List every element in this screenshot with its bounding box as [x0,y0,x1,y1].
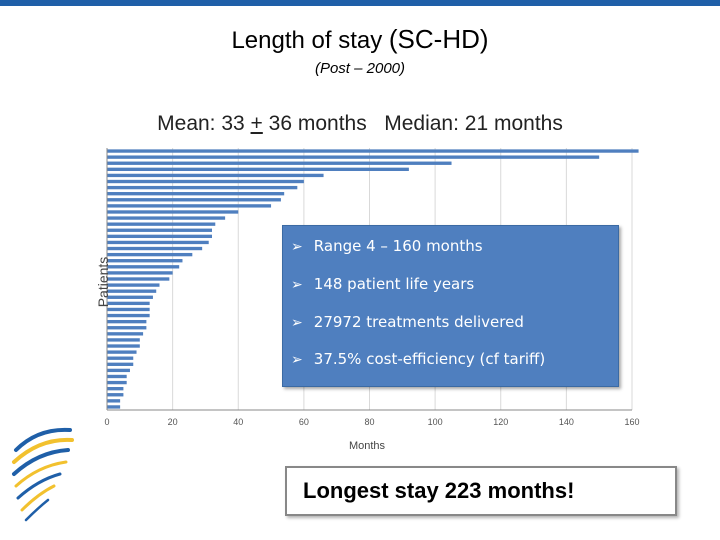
bar [107,149,639,153]
x-tick-label: 120 [493,417,508,427]
arrow-bullet-icon: ➢ [291,239,303,255]
x-tick-label: 160 [624,417,639,427]
arrow-bullet-icon: ➢ [291,315,303,331]
bar [107,283,160,287]
median-value: : 21 months [453,112,563,135]
x-tick-label: 40 [233,417,243,427]
bar [107,179,304,184]
bar [107,344,140,348]
bar [107,399,121,403]
x-tick-label: 100 [428,417,443,427]
info-item: ➢ Range 4 – 160 months [291,237,483,255]
mean-label: Mean [157,112,210,135]
mean-value: : 33 [209,112,251,135]
bar [107,326,147,330]
stats-line: Mean: 33 + 36 months Median: 21 months [0,112,720,136]
plus-minus-sign: + [250,112,263,135]
bar [107,271,173,275]
info-item-text: Range 4 – 160 months [313,237,483,255]
arrow-bullet-icon: ➢ [291,277,303,293]
info-item-text: 27972 treatments delivered [313,313,524,331]
x-tick-label: 140 [559,417,574,427]
info-item: ➢ 37.5% cost-efficiency (cf tariff) [291,350,545,368]
bar [107,277,170,281]
bar [107,307,150,312]
bar [107,265,180,269]
info-item: ➢ 27972 treatments delivered [291,313,524,331]
bar [107,405,121,409]
bar [107,216,226,220]
bar [107,289,157,293]
bar [107,393,124,397]
top-stripe [0,0,720,6]
bar [107,204,272,208]
callout-text: Longest stay 223 months! [303,478,575,503]
bar [107,356,134,360]
bar [107,252,193,257]
bar [107,234,212,239]
bar [107,161,452,165]
bar [107,295,153,299]
bar [107,338,140,342]
title-paren-text: (SC-HD) [388,24,489,54]
bar [107,350,137,354]
median-label: Median [384,112,454,135]
info-item-text: 37.5% cost-efficiency (cf tariff) [313,350,546,368]
chart-axes: 0 20 40 60 80 100 120 140 160 Months Patients [95,148,640,452]
x-tick-label: 0 [104,417,109,427]
bar [107,210,239,214]
y-axis-title: Patients [95,257,111,308]
bar [107,362,134,366]
bar [107,313,150,318]
info-item: ➢ 148 patient life years [291,275,474,293]
chart-bars [107,149,639,409]
bar [107,386,124,391]
x-tick-label: 60 [299,417,309,427]
bar [107,368,130,373]
bar [107,155,600,159]
bar [107,374,127,379]
bar [107,185,298,190]
swirl-logo-icon [12,427,74,522]
page-title: Length of stay (SC-HD) [0,24,720,55]
x-tick-label: 80 [364,417,374,427]
bar [107,228,212,232]
mean-sd: 36 months [262,112,367,135]
bar [107,222,216,226]
info-box: ➢ Range 4 – 160 months ➢ 148 patient lif… [282,225,619,387]
x-axis-title: Months [349,440,386,452]
bar [107,192,285,196]
callout-box: Longest stay 223 months! [285,466,677,516]
bar [107,240,209,245]
bar [107,246,203,251]
bar [107,319,147,324]
title-text: Length of stay [231,27,389,54]
x-tick-label: 20 [168,417,178,427]
page-subtitle: (Post – 2000) [314,60,406,77]
bar [107,259,183,263]
bar [107,173,324,178]
arrow-bullet-icon: ➢ [291,352,303,368]
bar [107,301,150,306]
bar [107,380,127,385]
bar [107,167,409,172]
bar [107,332,144,336]
bar [107,198,281,202]
info-item-text: 148 patient life years [313,275,475,293]
